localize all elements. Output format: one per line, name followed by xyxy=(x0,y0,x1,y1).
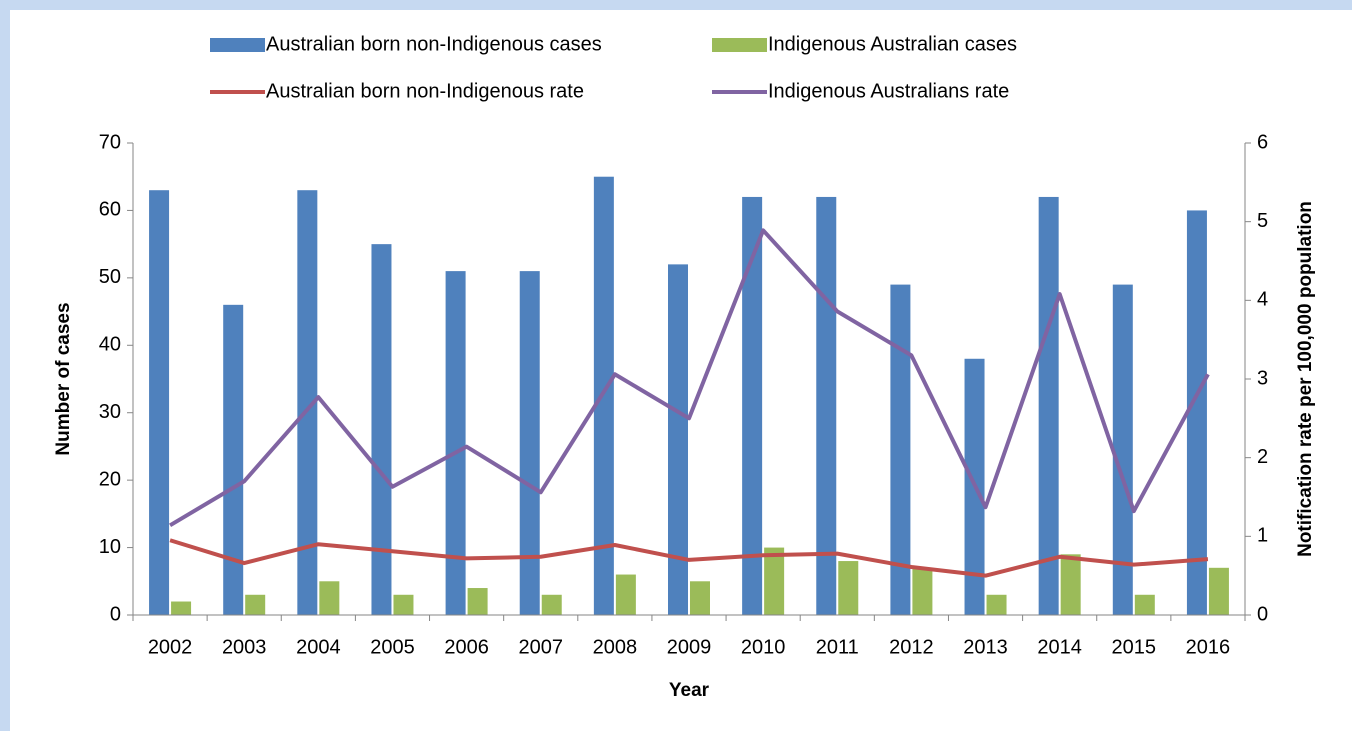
x-tick-label: 2016 xyxy=(1186,636,1231,658)
bar xyxy=(764,547,785,615)
x-axis-title: Year xyxy=(669,680,710,701)
bar xyxy=(171,601,192,615)
x-tick-label: 2011 xyxy=(816,636,859,658)
line-series xyxy=(169,228,1210,528)
x-tick-label: 2005 xyxy=(370,636,415,658)
bar xyxy=(467,588,488,615)
x-tick-label: 2006 xyxy=(444,636,489,658)
y2-tick-label: 0 xyxy=(1257,603,1268,625)
bar xyxy=(223,304,244,615)
bar xyxy=(1112,284,1133,615)
bar xyxy=(838,561,859,615)
bar xyxy=(541,594,562,615)
legend-label: Australian born non-Indigenous rate xyxy=(266,80,584,102)
bar xyxy=(393,594,414,615)
x-tick-label: 2010 xyxy=(741,636,786,658)
y2-tick-label: 6 xyxy=(1257,131,1268,153)
legend-swatch xyxy=(712,38,767,52)
x-tick-label: 2004 xyxy=(296,636,341,658)
y2-tick-label: 2 xyxy=(1257,446,1268,468)
y-axis-title: Number of cases xyxy=(53,302,74,455)
bar xyxy=(149,190,170,615)
bar xyxy=(1038,196,1059,615)
x-tick-label: 2015 xyxy=(1112,636,1157,658)
y-tick-label: 30 xyxy=(99,401,121,423)
legend-label: Indigenous Australians rate xyxy=(768,80,1009,102)
y-tick-label: 40 xyxy=(99,334,121,356)
x-tick-label: 2007 xyxy=(518,636,563,658)
bar xyxy=(371,244,392,615)
bar xyxy=(1208,567,1229,615)
y2-tick-label: 3 xyxy=(1257,367,1268,389)
y2-tick-label: 5 xyxy=(1257,210,1268,232)
y2-tick-label: 1 xyxy=(1257,525,1268,547)
bar xyxy=(319,581,340,615)
bar xyxy=(1060,554,1081,615)
bar xyxy=(593,176,614,615)
line-series xyxy=(169,538,1209,578)
bar xyxy=(1134,594,1155,615)
bar xyxy=(890,284,911,615)
x-tick-label: 2003 xyxy=(222,636,267,658)
bar xyxy=(1186,210,1207,615)
bar xyxy=(245,594,266,615)
y-tick-label: 70 xyxy=(99,131,121,153)
legend-label: Australian born non-Indigenous cases xyxy=(266,33,602,55)
bar xyxy=(986,594,1007,615)
y2-axis-title: Notification rate per 100,000 population xyxy=(1295,201,1316,557)
x-tick-label: 2014 xyxy=(1037,636,1082,658)
x-tick-label: 2002 xyxy=(148,636,193,658)
bar xyxy=(297,190,318,615)
y-tick-label: 10 xyxy=(99,536,121,558)
y-tick-label: 50 xyxy=(99,266,121,288)
bar xyxy=(816,196,837,615)
y-tick-label: 60 xyxy=(99,199,121,221)
legend-label: Indigenous Australian cases xyxy=(768,33,1017,55)
x-tick-label: 2009 xyxy=(667,636,712,658)
bar xyxy=(445,271,466,615)
y-tick-label: 0 xyxy=(110,603,121,625)
x-tick-label: 2013 xyxy=(963,636,1008,658)
bar xyxy=(615,574,636,615)
bar xyxy=(742,196,763,615)
bar xyxy=(668,264,688,615)
y-tick-label: 20 xyxy=(99,468,121,490)
x-tick-label: 2012 xyxy=(889,636,934,658)
bar xyxy=(519,271,540,615)
x-tick-label: 2008 xyxy=(593,636,638,658)
y2-tick-label: 4 xyxy=(1257,289,1268,311)
legend-swatch xyxy=(210,38,265,52)
bar xyxy=(690,581,710,615)
bar xyxy=(912,567,933,615)
